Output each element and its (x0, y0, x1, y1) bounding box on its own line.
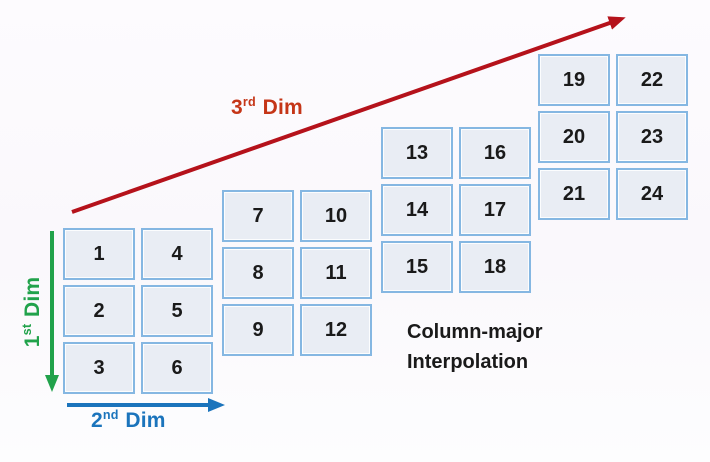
grid-cell: 1 (63, 228, 135, 280)
dim1-label-base: 1 (21, 335, 44, 348)
note-line-2: Interpolation (407, 351, 529, 373)
array-slice-1: 1 4 2 5 3 6 (63, 228, 213, 394)
dim1-label-word: Dim (21, 276, 44, 318)
grid-cell: 22 (616, 54, 688, 106)
dim3-label: 3rd Dim (231, 96, 303, 120)
dim3-label-word: Dim (262, 96, 303, 119)
grid-cell: 2 (63, 285, 135, 337)
dim2-label-word: Dim (125, 409, 166, 432)
grid-cell: 7 (222, 190, 294, 242)
grid-cell: 24 (616, 168, 688, 220)
grid-cell: 6 (141, 342, 213, 394)
grid-cell: 20 (538, 111, 610, 163)
grid-cell: 18 (459, 241, 531, 293)
array-slice-2: 7 10 8 11 9 12 (222, 190, 372, 356)
grid-cell: 13 (381, 127, 453, 179)
grid-cell: 17 (459, 184, 531, 236)
grid-cell: 14 (381, 184, 453, 236)
dim2-label: 2nd Dim (91, 409, 166, 433)
dim3-label-base: 3 (231, 96, 243, 119)
dim2-label-ordinal: nd (102, 408, 119, 422)
grid-cell: 12 (300, 304, 372, 356)
grid-cell: 15 (381, 241, 453, 293)
grid-cell: 11 (300, 247, 372, 299)
dim1-label-ordinal: st (20, 323, 34, 336)
grid-cell: 16 (459, 127, 531, 179)
note-line-1: Column-major (407, 321, 543, 343)
grid-cell: 23 (616, 111, 688, 163)
array-slice-4: 19 22 20 23 21 24 (538, 54, 688, 220)
grid-cell: 21 (538, 168, 610, 220)
dim1-label: 1st Dim (20, 265, 45, 359)
interpolation-note: Column-major Interpolation (407, 317, 543, 377)
grid-cell: 9 (222, 304, 294, 356)
array-slice-3: 13 16 14 17 15 18 (381, 127, 531, 293)
grid-cell: 5 (141, 285, 213, 337)
grid-cell: 4 (141, 228, 213, 280)
grid-cell: 10 (300, 190, 372, 242)
dim2-label-base: 2 (91, 409, 103, 432)
grid-cell: 19 (538, 54, 610, 106)
dim3-label-ordinal: rd (242, 95, 256, 109)
grid-cell: 8 (222, 247, 294, 299)
grid-cell: 3 (63, 342, 135, 394)
